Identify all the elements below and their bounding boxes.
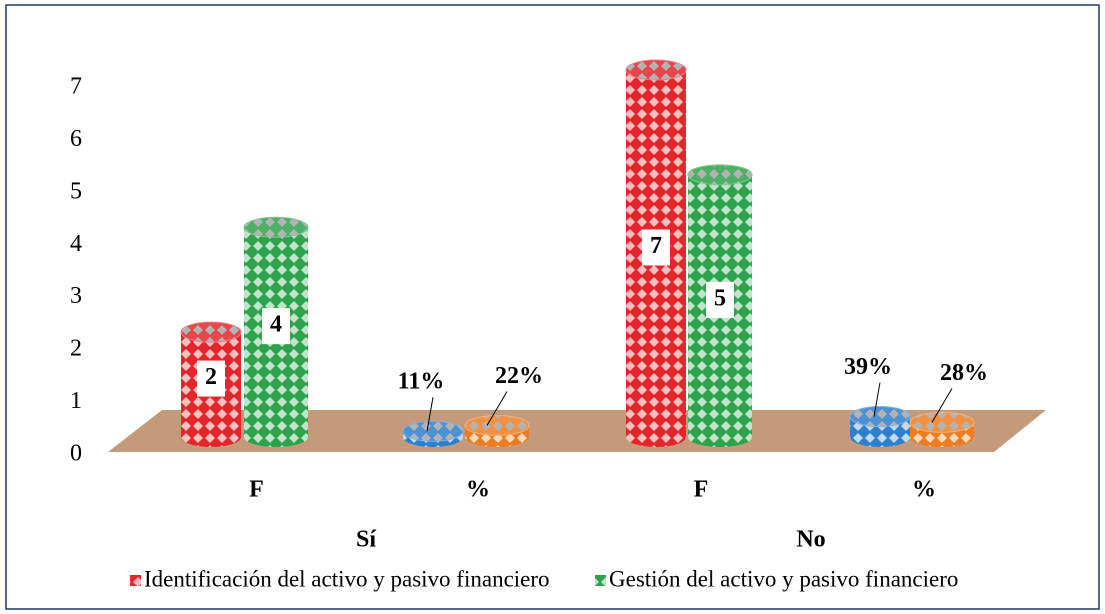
cylinder-top: [464, 414, 530, 436]
y-tick-label: 3: [70, 283, 82, 309]
group-label: No: [796, 527, 825, 553]
y-tick-label: 6: [70, 126, 82, 152]
legend-marker: [130, 575, 141, 586]
cylinder-top: [909, 411, 975, 433]
cylinder-top: [243, 216, 309, 238]
y-tick-label: 1: [70, 388, 82, 414]
cylinder: [464, 414, 530, 447]
leader-line: [931, 388, 953, 423]
data-label: 2: [205, 364, 217, 390]
x-tick-label: F: [249, 477, 264, 503]
group-label: Sí: [356, 527, 376, 553]
y-tick-label: 4: [70, 231, 82, 257]
floor: [108, 410, 1046, 452]
cylinder-base: [850, 427, 910, 447]
x-tick-label: %: [466, 477, 490, 503]
y-tick-label: 5: [70, 178, 82, 204]
legend-label: Gestión del activo y pasivo financiero: [609, 566, 958, 591]
cylinder-top: [180, 321, 242, 343]
cylinder: [402, 420, 464, 447]
y-tick-label: 2: [70, 336, 82, 362]
cylinder-base: [181, 427, 241, 447]
label-box: [262, 308, 290, 345]
label-box: [642, 229, 670, 266]
cylinder-base: [626, 427, 686, 447]
y-tick-label: 0: [70, 441, 82, 467]
y-tick-label: 7: [70, 74, 82, 100]
label-box: [706, 281, 734, 318]
chart-frame: [5, 4, 1100, 610]
cylinder-base: [910, 427, 974, 447]
cylinder-top: [402, 420, 464, 442]
x-tick-label: %: [912, 477, 936, 503]
cylinder-base: [244, 427, 308, 447]
legend-label: Identificación del activo y pasivo finan…: [144, 566, 550, 591]
label-box: [197, 360, 225, 397]
data-label: 11%: [398, 369, 445, 395]
leader-line: [486, 391, 508, 426]
data-label: 22%: [495, 363, 543, 389]
legend-marker: [595, 575, 606, 586]
data-label: 39%: [844, 354, 892, 380]
data-label: 28%: [940, 360, 988, 386]
cylinder: [909, 411, 975, 447]
leader-line: [873, 382, 881, 417]
cylinder-base: [688, 427, 752, 447]
cylinder-top: [625, 59, 687, 81]
cylinder-top: [849, 406, 911, 428]
cylinder-top: [687, 164, 753, 186]
leader-line: [426, 397, 434, 432]
data-label: 7: [650, 233, 662, 259]
data-label: 5: [714, 285, 726, 311]
x-tick-label: F: [694, 477, 709, 503]
cylinder: [849, 406, 911, 447]
data-label: 4: [270, 312, 282, 338]
